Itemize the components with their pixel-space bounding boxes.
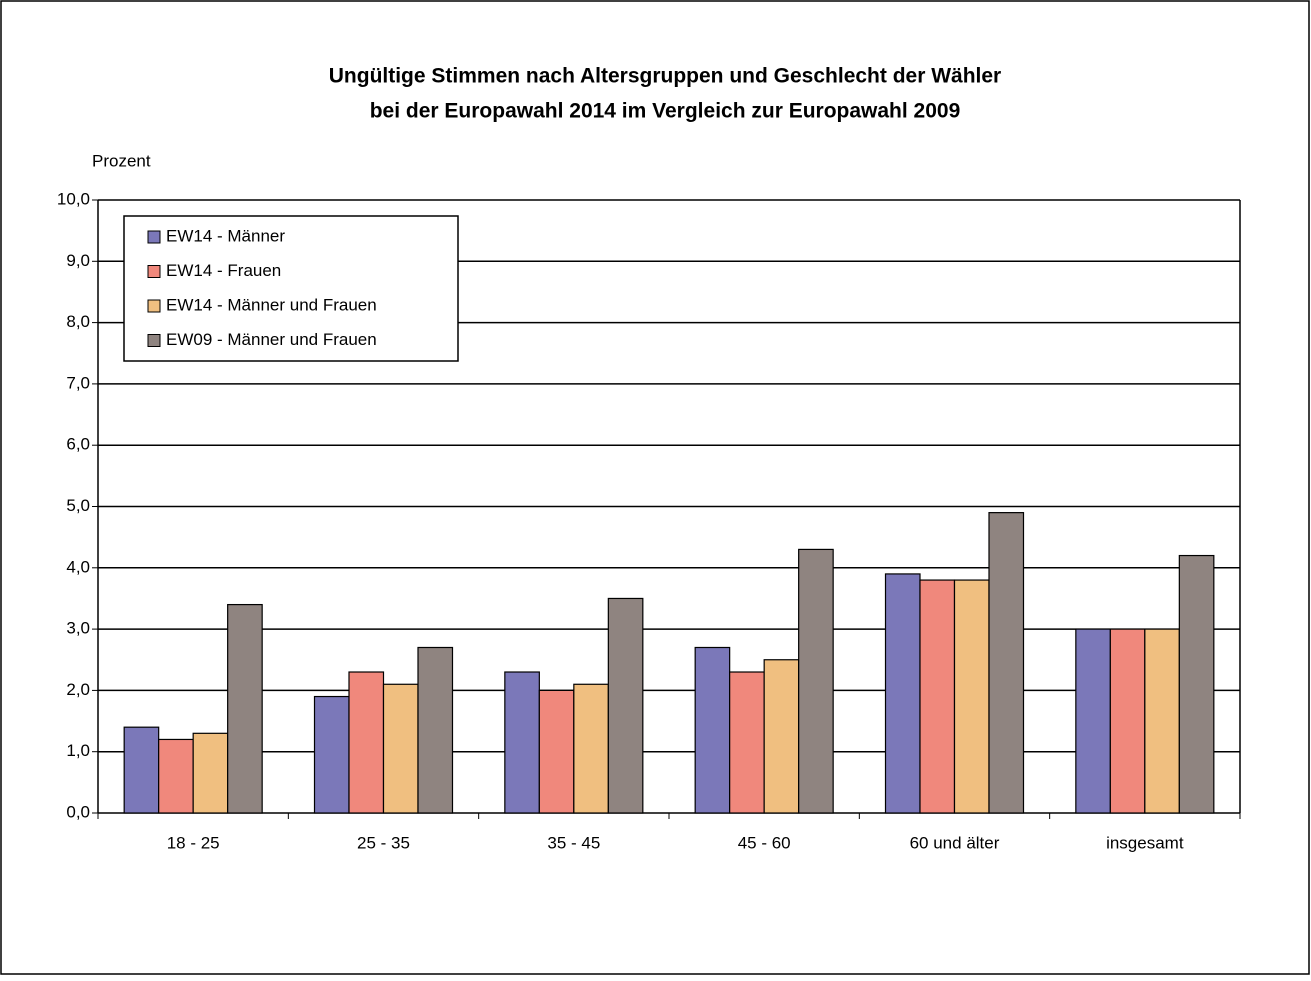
bar [884,573,921,814]
bar [919,579,956,814]
bar [607,597,644,814]
y-tick-label: 8,0 [66,312,90,331]
x-tick-label: 35 - 45 [547,833,600,852]
y-tick-label: 4,0 [66,557,90,576]
legend-swatch [147,299,161,313]
legend-box [123,215,459,362]
x-tick-label: 45 - 60 [738,833,791,852]
bar [1178,554,1215,814]
bar [504,671,540,814]
bar [1109,628,1146,814]
bar [763,659,800,814]
y-tick-label: 9,0 [66,251,90,270]
bar [382,683,419,814]
bar [348,671,385,814]
bar [573,683,609,814]
x-tick-label: 60 und älter [910,833,1000,852]
legend-label: EW14 - Männer [166,226,285,245]
y-tick-label: 7,0 [66,373,90,392]
y-tick-label: 2,0 [66,680,90,699]
bar [1075,628,1111,814]
chart-title: bei der Europawahl 2014 im Vergleich zur… [370,100,961,123]
bar [729,671,765,814]
legend-swatch [147,334,161,347]
chart-title: Ungültige Stimmen nach Altersgruppen und… [329,65,1001,88]
bar [798,548,834,814]
y-axis-label: Prozent [92,151,151,170]
legend-label: EW09 - Männer und Frauen [166,330,377,349]
y-tick-label: 6,0 [66,435,90,454]
bar [313,695,350,814]
bar [953,579,990,814]
bar [192,732,229,814]
bar [988,512,1025,814]
y-tick-label: 0,0 [66,802,90,821]
bar [1144,628,1180,814]
x-tick-label: 18 - 25 [167,833,220,852]
y-tick-label: 5,0 [66,496,90,515]
y-tick-label: 1,0 [66,741,90,760]
bar [123,726,160,814]
legend-label: EW14 - Männer und Frauen [166,295,377,314]
bar [227,603,263,814]
y-tick-label: 3,0 [66,619,90,638]
legend-swatch [147,230,161,244]
bar [158,738,194,814]
legend-swatch [147,265,161,278]
x-tick-label: 25 - 35 [357,833,410,852]
y-tick-label: 10,0 [57,189,90,208]
x-tick-label: insgesamt [1106,833,1184,852]
legend-label: EW14 - Frauen [166,261,281,280]
bar [417,646,454,814]
bar [538,689,575,814]
bar [694,646,731,814]
